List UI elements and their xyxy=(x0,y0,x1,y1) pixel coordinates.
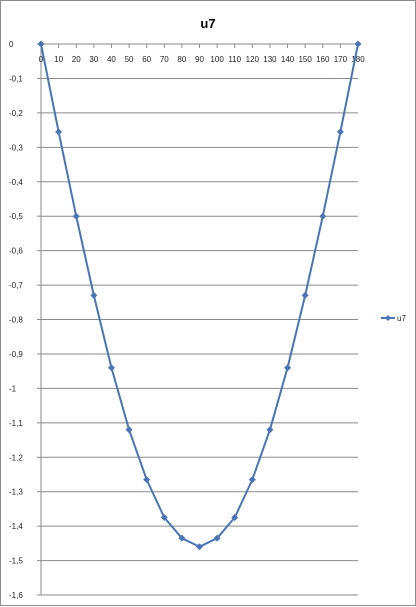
legend-swatch-marker xyxy=(385,315,391,321)
x-tick-label: 20 xyxy=(72,55,81,64)
y-tick-label: -0,1 xyxy=(9,74,23,83)
y-tick-label: -1,3 xyxy=(9,488,23,497)
x-tick-label: 30 xyxy=(89,55,98,64)
x-tick-label: 160 xyxy=(316,55,330,64)
data-point xyxy=(160,514,168,522)
y-tick-label: -0,4 xyxy=(9,178,23,187)
y-tick-label: -1,6 xyxy=(9,591,23,600)
x-tick-label: 50 xyxy=(125,55,134,64)
x-tick-label: 170 xyxy=(334,55,348,64)
data-point xyxy=(213,534,221,542)
y-tick-labels: 0 -0,1 -0,2 -0,3 -0,4 -0,5 -0,6 -0,7 -0,8 -0,9 -1 -… xyxy=(9,40,23,600)
data-point xyxy=(196,543,203,551)
data-point xyxy=(231,514,239,522)
x-tick-label: 150 xyxy=(298,55,312,64)
x-tick-label: 40 xyxy=(107,55,116,64)
y-tick-label: -0,9 xyxy=(9,350,23,359)
data-point xyxy=(319,212,327,220)
data-point xyxy=(266,426,274,434)
data-point xyxy=(178,534,186,542)
data-point xyxy=(107,364,115,372)
y-tick-label: -0,3 xyxy=(9,143,23,152)
y-tick-label: -0,5 xyxy=(9,212,23,221)
y-tick-label: -1,2 xyxy=(9,453,23,462)
data-point xyxy=(55,128,63,136)
y-tick-label: -0,7 xyxy=(9,281,23,290)
data-point xyxy=(336,128,344,136)
y-tick-label: -0,6 xyxy=(9,247,23,256)
series-layer xyxy=(37,40,362,551)
y-tick-label: -1,1 xyxy=(9,419,23,428)
x-tick-labels: 0 10 20 30 40 50 60 70 80 90 100 110 120 130 140 150 160… xyxy=(39,55,365,64)
x-tick-label: 60 xyxy=(142,55,151,64)
x-tick-label: 120 xyxy=(246,55,260,64)
data-point xyxy=(37,40,45,48)
y-tick-label: -1,4 xyxy=(9,522,23,531)
grid-lines xyxy=(41,77,358,596)
x-tick-label: 80 xyxy=(177,55,186,64)
data-point xyxy=(301,291,309,299)
y-tick-label: -0,8 xyxy=(9,316,23,325)
y-tick-label: -0,2 xyxy=(9,109,23,118)
x-tick-label: 130 xyxy=(263,55,277,64)
x-tick-label: 110 xyxy=(228,55,241,64)
x-tick-label: 90 xyxy=(195,55,204,64)
legend-label: u7 xyxy=(397,314,406,323)
x-tick-label: 180 xyxy=(351,55,365,64)
x-tick-label: 100 xyxy=(210,55,224,64)
y-tick-label: -1,5 xyxy=(9,557,23,566)
y-tick-label: -1 xyxy=(9,384,17,393)
y-tick-label: 0 xyxy=(9,40,14,49)
data-point xyxy=(248,476,256,484)
data-point xyxy=(143,476,151,484)
x-tick-label: 0 xyxy=(39,55,44,64)
data-point xyxy=(125,426,133,434)
x-tick-label: 140 xyxy=(281,55,295,64)
legend: u7 xyxy=(381,314,406,323)
chart-title: u7 xyxy=(200,16,215,31)
data-point xyxy=(354,40,362,48)
series-line xyxy=(40,43,359,548)
x-tick-label: 70 xyxy=(160,55,169,64)
data-point xyxy=(72,212,80,220)
data-point xyxy=(284,364,292,372)
data-point xyxy=(90,291,98,299)
x-tick-label: 10 xyxy=(54,55,63,64)
